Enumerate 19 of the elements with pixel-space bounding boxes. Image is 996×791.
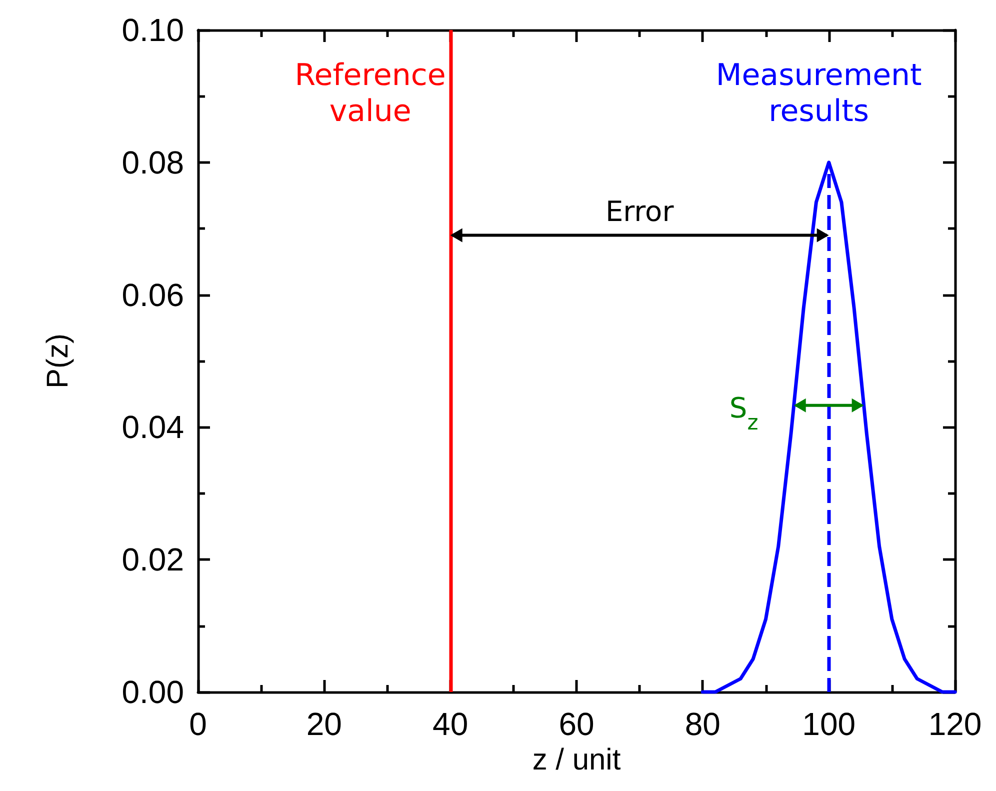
y-tick-label: 0.04 [122, 409, 184, 446]
x-axis-title: z / unit [532, 743, 622, 776]
x-tick-label: 40 [432, 706, 468, 742]
x-tick-label: 0 [189, 706, 207, 742]
annotation: S$_{z}$ [729, 391, 758, 434]
x-tick-label: 120 [928, 706, 982, 742]
x-tick-label: 80 [684, 706, 720, 742]
y-tick-label: 0.08 [122, 144, 184, 180]
y-tick-label: 0.00 [122, 674, 184, 710]
ref-line-label: Reference value [294, 58, 446, 129]
x-tick-label: 100 [802, 706, 856, 742]
x-tick-label: 20 [306, 706, 342, 742]
text: Measurement results [716, 58, 922, 129]
annotation: Error [605, 195, 674, 228]
y-tick-label: 0.02 [122, 542, 184, 578]
x-tick-label: 60 [558, 706, 594, 742]
y-tick-label: 0.06 [122, 276, 184, 313]
y-tick-label: 0.10 [122, 12, 184, 48]
y-axis-title: P(z) [42, 334, 74, 388]
